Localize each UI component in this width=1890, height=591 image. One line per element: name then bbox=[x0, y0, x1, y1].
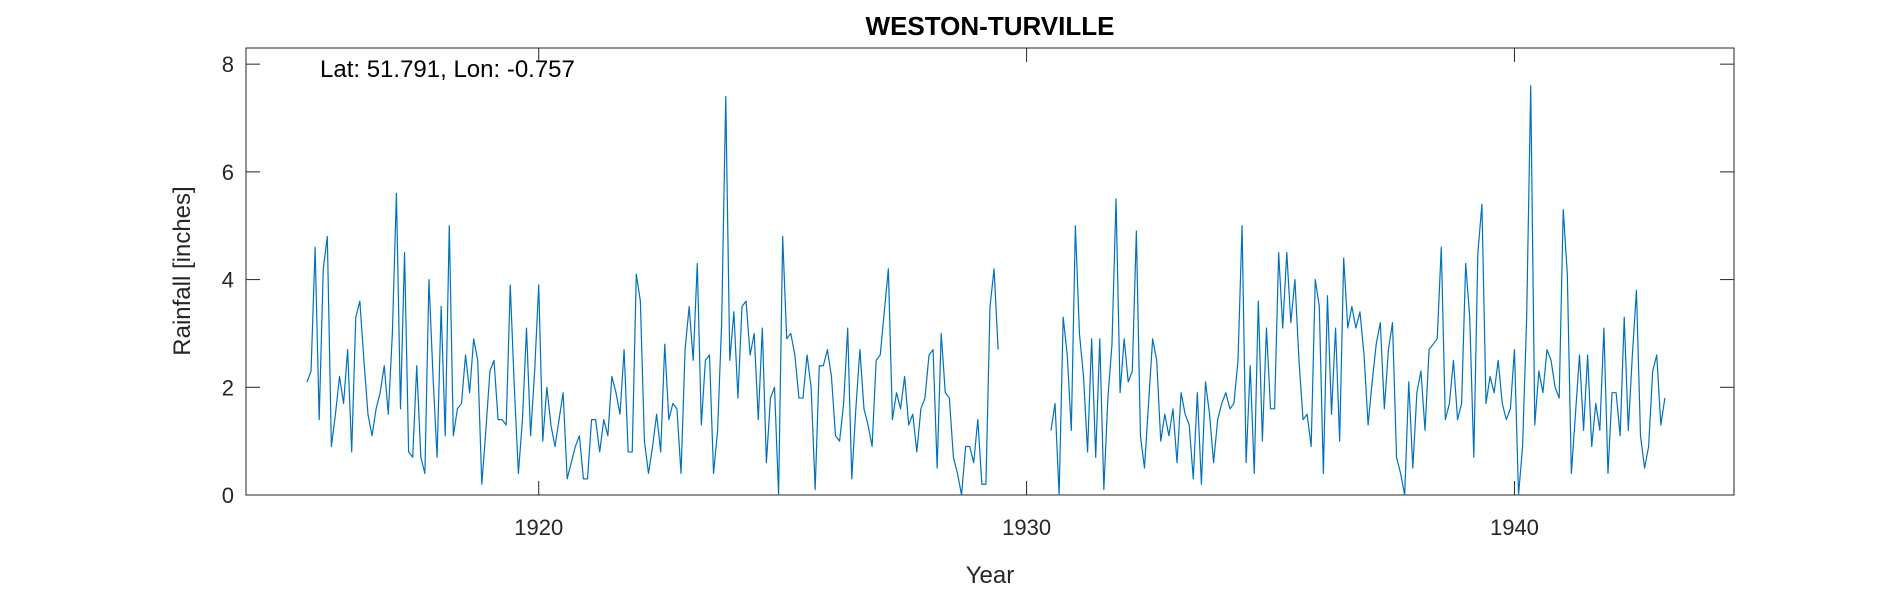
chart-title: WESTON-TURVILLE bbox=[866, 11, 1115, 41]
axis-ticks bbox=[246, 48, 1734, 496]
rainfall-line-segment bbox=[1050, 85, 1666, 496]
x-axis-label: Year bbox=[966, 562, 1015, 589]
x-tick-label: 1940 bbox=[1490, 515, 1539, 540]
rainfall-line-segment bbox=[306, 95, 999, 496]
plot-area bbox=[245, 47, 1735, 496]
y-tick-label: 6 bbox=[222, 160, 234, 185]
x-tick-label: 1930 bbox=[1002, 515, 1051, 540]
y-axis-label: Rainfall [inches] bbox=[169, 186, 196, 355]
x-tick-label: 1920 bbox=[514, 515, 563, 540]
rainfall-series bbox=[306, 85, 1666, 496]
tick-labels: 0 2 4 6 8 1920 1930 1940 bbox=[222, 52, 1539, 540]
y-tick-label: 2 bbox=[222, 375, 234, 400]
y-tick-label: 8 bbox=[222, 52, 234, 77]
y-tick-label: 4 bbox=[222, 268, 234, 293]
y-tick-label: 0 bbox=[222, 483, 234, 508]
location-annotation: Lat: 51.791, Lon: -0.757 bbox=[320, 56, 575, 83]
